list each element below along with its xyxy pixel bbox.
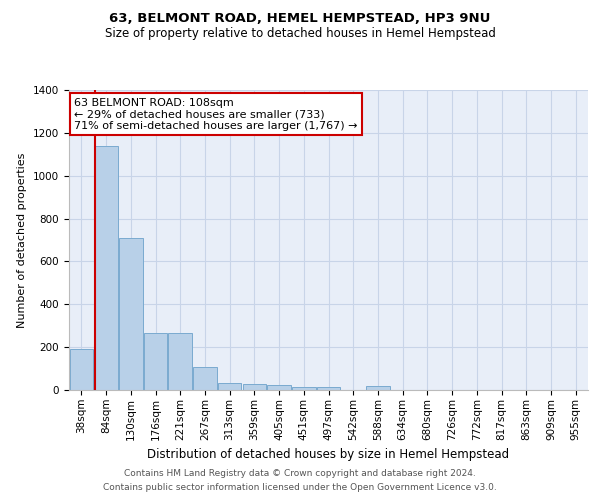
Bar: [119, 238, 143, 390]
Bar: [144, 333, 167, 390]
Bar: [366, 386, 389, 390]
Text: 63 BELMONT ROAD: 108sqm
← 29% of detached houses are smaller (733)
71% of semi-d: 63 BELMONT ROAD: 108sqm ← 29% of detache…: [74, 98, 358, 130]
Bar: [70, 350, 93, 390]
Text: Contains public sector information licensed under the Open Government Licence v3: Contains public sector information licen…: [103, 484, 497, 492]
Text: 63, BELMONT ROAD, HEMEL HEMPSTEAD, HP3 9NU: 63, BELMONT ROAD, HEMEL HEMPSTEAD, HP3 9…: [109, 12, 491, 26]
Bar: [317, 388, 340, 390]
Bar: [94, 146, 118, 390]
Bar: [268, 386, 291, 390]
Y-axis label: Number of detached properties: Number of detached properties: [17, 152, 28, 328]
Bar: [193, 367, 217, 390]
Text: Size of property relative to detached houses in Hemel Hempstead: Size of property relative to detached ho…: [104, 28, 496, 40]
Bar: [218, 382, 241, 390]
X-axis label: Distribution of detached houses by size in Hemel Hempstead: Distribution of detached houses by size …: [148, 448, 509, 461]
Text: Contains HM Land Registry data © Crown copyright and database right 2024.: Contains HM Land Registry data © Crown c…: [124, 468, 476, 477]
Bar: [292, 387, 316, 390]
Bar: [242, 384, 266, 390]
Bar: [169, 333, 192, 390]
